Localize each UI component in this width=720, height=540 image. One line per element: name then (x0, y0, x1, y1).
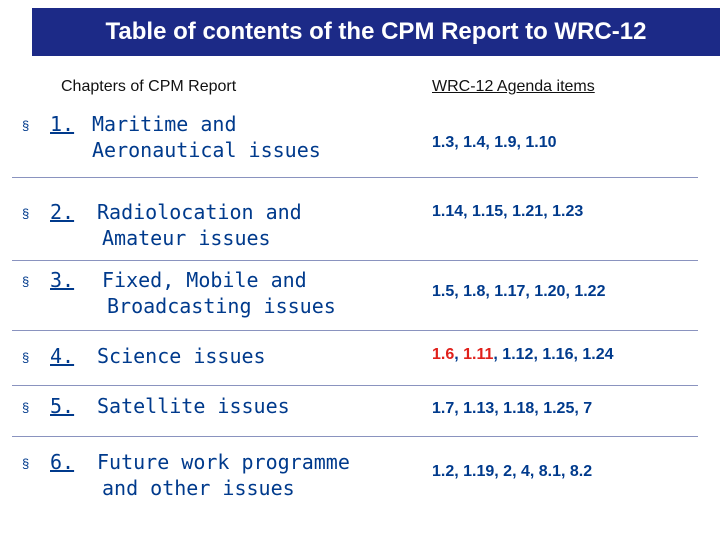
agenda-items: 1.6, 1.11, 1.12, 1.16, 1.24 (432, 346, 614, 364)
row-divider (12, 260, 698, 261)
bullet-icon: § (22, 274, 30, 289)
agenda-item-text: 1.2, 1.19, 2, 4, 8.1, 8.2 (432, 463, 593, 480)
chapter-title-line2: and other issues (102, 476, 295, 500)
row-divider (12, 330, 698, 331)
chapter-title: Future work programme and other issues (97, 449, 350, 501)
chapter-title-line1: Satellite issues (97, 394, 290, 418)
chapter-title-line1: Science issues (97, 344, 266, 368)
chapter-number: 1. (50, 112, 75, 136)
chapter-title-line2: Aeronautical issues (92, 138, 321, 162)
agenda-items: 1.14, 1.15, 1.21, 1.23 (432, 203, 583, 221)
bullet-icon: § (22, 400, 30, 415)
slide-title: Table of contents of the CPM Report to W… (32, 8, 720, 56)
agenda-item-text: 1.14, 1.15, 1.21, 1.23 (432, 203, 584, 220)
bullet-icon: § (22, 118, 30, 133)
chapter-number: 6. (50, 450, 75, 474)
chapter-title-line1: Radiolocation and (97, 200, 302, 224)
row-divider (12, 436, 698, 437)
chapter-title: Maritime and Aeronautical issues (92, 111, 321, 163)
agenda-items: 1.3, 1.4, 1.9, 1.10 (432, 134, 557, 152)
agenda-header: WRC-12 Agenda items (432, 78, 595, 95)
chapter-number: 2. (50, 200, 75, 224)
chapter-number: 5. (50, 394, 75, 418)
chapter-title-line2: Amateur issues (102, 226, 271, 250)
agenda-item-text: 1.3, 1.4, 1.9, 1.10 (432, 134, 557, 151)
agenda-item-highlight: 1.11 (463, 346, 494, 363)
chapter-title-line1: Future work programme (97, 450, 350, 474)
agenda-items: 1.2, 1.19, 2, 4, 8.1, 8.2 (432, 463, 592, 481)
chapter-title: Science issues (97, 343, 266, 369)
agenda-items: 1.5, 1.8, 1.17, 1.20, 1.22 (432, 283, 605, 301)
bullet-icon: § (22, 206, 30, 221)
chapter-title-line1: Fixed, Mobile and (102, 268, 307, 292)
row-divider (12, 385, 698, 386)
chapter-number: 3. (50, 268, 75, 292)
bullet-icon: § (22, 456, 30, 471)
row-divider (12, 177, 698, 178)
chapter-number: 4. (50, 344, 75, 368)
chapter-title: Satellite issues (97, 393, 290, 419)
bullet-icon: § (22, 350, 30, 365)
agenda-item-text: 1.7, 1.13, 1.18, 1.25, 7 (432, 400, 593, 417)
chapter-title: Fixed, Mobile and Broadcasting issues (102, 267, 336, 319)
agenda-items: 1.7, 1.13, 1.18, 1.25, 7 (432, 400, 592, 418)
chapters-header: Chapters of CPM Report (61, 78, 237, 95)
chapter-title-line2: Broadcasting issues (107, 294, 336, 318)
agenda-item-text: , 1.12, 1.16, 1.24 (493, 346, 614, 363)
agenda-item-text: , (454, 346, 464, 363)
chapter-title-line1: Maritime and (92, 112, 237, 136)
chapter-title: Radiolocation and Amateur issues (97, 199, 302, 251)
agenda-item-highlight: 1.6 (432, 346, 455, 363)
agenda-item-text: 1.5, 1.8, 1.17, 1.20, 1.22 (432, 283, 606, 300)
